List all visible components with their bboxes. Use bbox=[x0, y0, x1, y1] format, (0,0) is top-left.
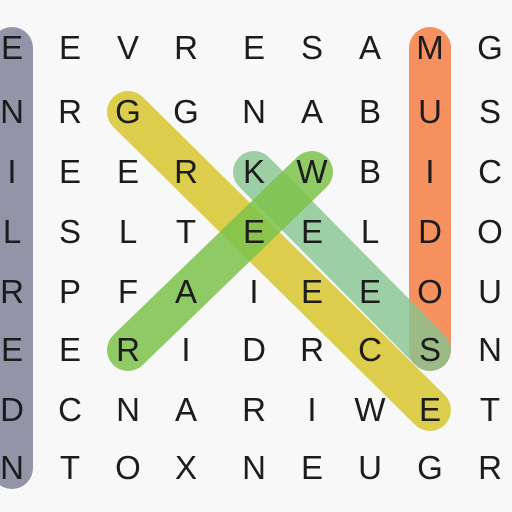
grid-cell-r0-c1[interactable]: E bbox=[58, 29, 81, 66]
grid-cell-r5-c3[interactable]: I bbox=[181, 331, 191, 368]
grid-cell-r7-c6[interactable]: U bbox=[358, 449, 382, 486]
grid-cell-r6-c0[interactable]: D bbox=[0, 391, 24, 428]
grid-cell-r2-c5[interactable]: W bbox=[296, 153, 328, 190]
grid-cell-r0-c0[interactable]: E bbox=[0, 29, 23, 66]
grid-cell-r4-c2[interactable]: F bbox=[117, 273, 139, 310]
grid-cell-r3-c6[interactable]: L bbox=[360, 213, 380, 250]
grid-cell-r5-c4[interactable]: D bbox=[242, 331, 266, 368]
grid-cell-r4-c5[interactable]: E bbox=[300, 273, 323, 310]
grid-cell-r5-c7[interactable]: S bbox=[418, 331, 441, 368]
grid-cell-r3-c5[interactable]: E bbox=[300, 213, 323, 250]
grid-cell-r0-c5[interactable]: S bbox=[300, 29, 323, 66]
grid-cell-r7-c2[interactable]: O bbox=[115, 449, 141, 486]
found-word-highlight-5 bbox=[107, 151, 333, 371]
grid-cell-r6-c4[interactable]: R bbox=[242, 391, 266, 428]
grid-cell-r1-c4[interactable]: N bbox=[242, 93, 266, 130]
grid-cell-r3-c0[interactable]: L bbox=[2, 213, 22, 250]
grid-cell-r1-c6[interactable]: B bbox=[358, 93, 381, 130]
grid-cell-r6-c1[interactable]: C bbox=[58, 391, 82, 428]
grid-cell-r6-c6[interactable]: W bbox=[354, 391, 386, 428]
grid-cell-r4-c6[interactable]: E bbox=[358, 273, 381, 310]
grid-cell-r0-c3[interactable]: R bbox=[174, 29, 198, 66]
grid-cell-r1-c3[interactable]: G bbox=[173, 93, 199, 130]
grid-cell-r1-c0[interactable]: N bbox=[0, 93, 24, 130]
grid-cell-r7-c7[interactable]: G bbox=[417, 449, 443, 486]
grid-cell-r7-c1[interactable]: T bbox=[59, 449, 81, 486]
grid-cell-r5-c0[interactable]: E bbox=[0, 331, 23, 368]
grid-cell-r6-c5[interactable]: I bbox=[307, 391, 317, 428]
grid-cell-r7-c8[interactable]: R bbox=[478, 449, 502, 486]
grid-cell-r3-c7[interactable]: D bbox=[418, 213, 442, 250]
grid-cell-r1-c1[interactable]: R bbox=[58, 93, 82, 130]
grid-cell-r5-c2[interactable]: R bbox=[116, 331, 140, 368]
grid-cell-r2-c3[interactable]: R bbox=[174, 153, 198, 190]
grid-cell-r0-c6[interactable]: A bbox=[358, 29, 381, 66]
grid-cell-r4-c1[interactable]: P bbox=[58, 273, 81, 310]
grid-cell-r1-c2[interactable]: G bbox=[115, 93, 141, 130]
grid-cell-r7-c4[interactable]: N bbox=[242, 449, 266, 486]
grid-cell-r2-c7[interactable]: I bbox=[425, 153, 435, 190]
grid-cell-r4-c8[interactable]: U bbox=[478, 273, 502, 310]
grid-cell-r2-c1[interactable]: E bbox=[58, 153, 81, 190]
grid-cell-r3-c3[interactable]: T bbox=[175, 213, 197, 250]
grid-cell-r6-c2[interactable]: N bbox=[116, 391, 140, 428]
grid-cell-r0-c2[interactable]: V bbox=[116, 29, 139, 66]
grid-cell-r2-c6[interactable]: B bbox=[358, 153, 381, 190]
found-word-highlight-3 bbox=[107, 91, 451, 431]
grid-cell-r6-c3[interactable]: A bbox=[174, 391, 197, 428]
grid-cell-r0-c4[interactable]: E bbox=[242, 29, 265, 66]
grid-cell-r7-c3[interactable]: X bbox=[174, 449, 197, 486]
grid-cell-r5-c8[interactable]: N bbox=[478, 331, 502, 368]
grid-cell-r5-c6[interactable]: C bbox=[358, 331, 382, 368]
grid-cell-r4-c7[interactable]: O bbox=[417, 273, 443, 310]
grid-cell-r1-c5[interactable]: A bbox=[300, 93, 323, 130]
grid-cell-r2-c2[interactable]: E bbox=[116, 153, 139, 190]
grid-cell-r3-c8[interactable]: O bbox=[477, 213, 503, 250]
grid-cell-r5-c1[interactable]: E bbox=[58, 331, 81, 368]
grid-cell-r6-c7[interactable]: E bbox=[418, 391, 441, 428]
grid-cell-r5-c5[interactable]: R bbox=[300, 331, 324, 368]
grid-cell-r4-c0[interactable]: R bbox=[0, 273, 24, 310]
grid-cell-r4-c3[interactable]: A bbox=[174, 273, 197, 310]
grid-cell-r2-c8[interactable]: C bbox=[478, 153, 502, 190]
grid-cell-r3-c4[interactable]: E bbox=[242, 213, 265, 250]
grid-cell-r2-c0[interactable]: I bbox=[7, 153, 17, 190]
grid-cell-r7-c5[interactable]: E bbox=[300, 449, 323, 486]
grid-cell-r3-c1[interactable]: S bbox=[58, 213, 81, 250]
grid-cell-r0-c7[interactable]: M bbox=[416, 29, 444, 66]
grid-cell-r6-c8[interactable]: T bbox=[479, 391, 501, 428]
grid-cell-r3-c2[interactable]: L bbox=[118, 213, 138, 250]
grid-cell-r7-c0[interactable]: N bbox=[0, 449, 24, 486]
grid-cell-r0-c8[interactable]: G bbox=[477, 29, 503, 66]
grid-cell-r2-c4[interactable]: K bbox=[242, 153, 265, 190]
grid-cell-r1-c7[interactable]: U bbox=[418, 93, 442, 130]
grid-cell-r4-c4[interactable]: I bbox=[249, 273, 259, 310]
grid-cell-r1-c8[interactable]: S bbox=[478, 93, 501, 130]
